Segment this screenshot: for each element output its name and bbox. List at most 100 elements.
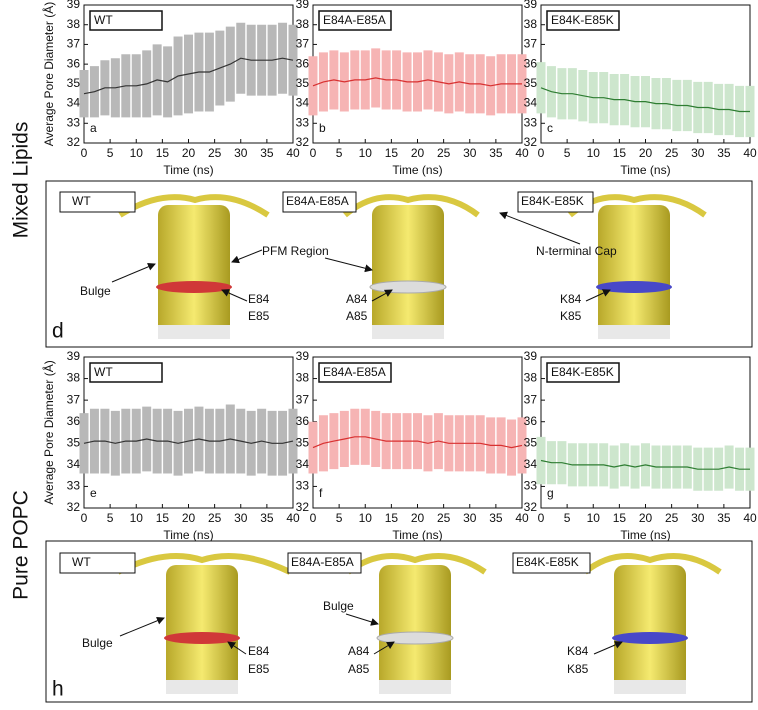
x-tick-label: 35: [260, 146, 274, 160]
y-tick-label: 39: [67, 349, 81, 363]
protein-wt: [116, 553, 292, 694]
x-tick-label: 25: [208, 146, 222, 160]
x-tick-label: 15: [385, 511, 399, 525]
y-axis-label: Average Pore Diameter (Å): [41, 2, 56, 147]
y-tick-label: 33: [67, 115, 81, 129]
y-tick-label: 38: [524, 371, 538, 385]
structure-label: E84K-E85K: [521, 194, 584, 208]
y-tick-label: 39: [296, 349, 310, 363]
x-tick-label: 30: [234, 146, 248, 160]
arrows: [119, 613, 623, 655]
series-line: [312, 436, 523, 449]
annotation: Bulge: [82, 636, 113, 650]
y-tick-label: 33: [296, 479, 310, 493]
panel-letter: d: [52, 320, 64, 343]
x-tick-label: 35: [717, 146, 731, 160]
panel-letter: a: [90, 121, 97, 135]
x-tick-label: 0: [310, 511, 317, 525]
legend-box: [318, 362, 392, 383]
annotation: PFM Region: [262, 244, 329, 258]
structure-label: E84A-E85A: [291, 555, 354, 569]
annotation: N-terminal Cap: [536, 244, 617, 258]
x-tick-label: 5: [564, 511, 571, 525]
y-tick-label: 38: [524, 17, 538, 31]
x-tick-label: 5: [107, 511, 114, 525]
x-axis-label: Time (ns): [392, 528, 442, 542]
legend-label: E84K-E85K: [551, 365, 614, 379]
y-tick-label: 34: [524, 96, 538, 110]
series-line: [540, 459, 750, 470]
x-tick-label: 20: [182, 146, 196, 160]
x-tick-label: 10: [130, 511, 144, 525]
panel-letter: f: [319, 486, 323, 500]
arrows: [111, 211, 611, 302]
x-tick-label: 10: [130, 146, 144, 160]
annotation: E84: [248, 644, 270, 658]
x-tick-label: 30: [463, 511, 477, 525]
y-tick-label: 34: [67, 96, 81, 110]
y-tick-label: 39: [524, 349, 538, 363]
y-tick-label: 36: [524, 414, 538, 428]
annotation: A84: [346, 292, 368, 306]
x-tick-label: 30: [691, 146, 705, 160]
panel-letter: c: [547, 121, 553, 135]
x-tick-label: 35: [260, 511, 274, 525]
x-tick-label: 0: [538, 511, 545, 525]
chart: 32 33 34 35 36 37 38 39 0 5 10 15 20 25 30 35 40 Time (ns…: [524, 0, 757, 177]
x-tick-label: 40: [286, 146, 300, 160]
annotation: Bulge: [323, 599, 354, 613]
legend-label: WT: [94, 13, 113, 27]
structure-label: WT: [72, 555, 91, 569]
chart: 32 33 34 35 36 37 38 39 0 5 10 15 20 25 30 35 40 Time (ns…: [524, 349, 757, 542]
x-tick-label: 40: [515, 146, 529, 160]
x-tick-label: 0: [538, 146, 545, 160]
x-tick-label: 25: [665, 146, 679, 160]
x-tick-label: 40: [743, 511, 757, 525]
chart: 32 33 34 35 36 37 38 39 0 5 10 15 20 25 30 35 40 Time (ns…: [296, 0, 529, 177]
x-tick-label: 25: [437, 511, 451, 525]
x-tick-label: 15: [385, 146, 399, 160]
x-tick-label: 40: [743, 146, 757, 160]
annotation: E85: [248, 309, 270, 323]
x-tick-label: 5: [564, 146, 571, 160]
legend-box: [318, 10, 392, 31]
structure-label: E84K-E85K: [516, 555, 579, 569]
x-tick-label: 15: [156, 511, 170, 525]
panel-letter: b: [319, 121, 326, 135]
protein-wt: [118, 194, 270, 339]
annotation: A84: [348, 644, 370, 658]
x-tick-label: 10: [587, 511, 601, 525]
y-tick-label: 34: [296, 457, 310, 471]
x-tick-label: 40: [286, 511, 300, 525]
legend-box: [89, 10, 163, 31]
x-tick-label: 0: [310, 146, 317, 160]
x-tick-label: 35: [489, 146, 503, 160]
annotation: Bulge: [80, 284, 111, 298]
y-tick-label: 33: [296, 115, 310, 129]
x-tick-label: 25: [208, 511, 222, 525]
y-tick-label: 33: [524, 479, 538, 493]
protein-e84k-e85k: [568, 194, 707, 339]
y-tick-label: 35: [67, 435, 81, 449]
annotation: E84: [248, 292, 270, 306]
y-tick-label: 38: [296, 371, 310, 385]
y-tick-label: 33: [67, 479, 81, 493]
y-tick-label: 34: [524, 457, 538, 471]
legend-box: [546, 10, 620, 31]
y-tick-label: 36: [67, 414, 81, 428]
panel-frame: [45, 540, 753, 703]
x-tick-label: 15: [613, 511, 627, 525]
x-tick-label: 10: [359, 146, 373, 160]
x-tick-label: 35: [489, 511, 503, 525]
y-tick-label: 36: [296, 414, 310, 428]
legend-label: E84K-E85K: [551, 13, 614, 27]
x-tick-label: 30: [234, 511, 248, 525]
y-tick-label: 35: [524, 76, 538, 90]
y-tick-label: 38: [296, 17, 310, 31]
x-tick-label: 20: [639, 511, 653, 525]
panel-letter: g: [547, 486, 554, 500]
structure-label: WT: [72, 194, 91, 208]
x-tick-label: 5: [107, 146, 114, 160]
series-line: [312, 77, 522, 87]
legend-label: E84A-E85A: [323, 13, 386, 27]
